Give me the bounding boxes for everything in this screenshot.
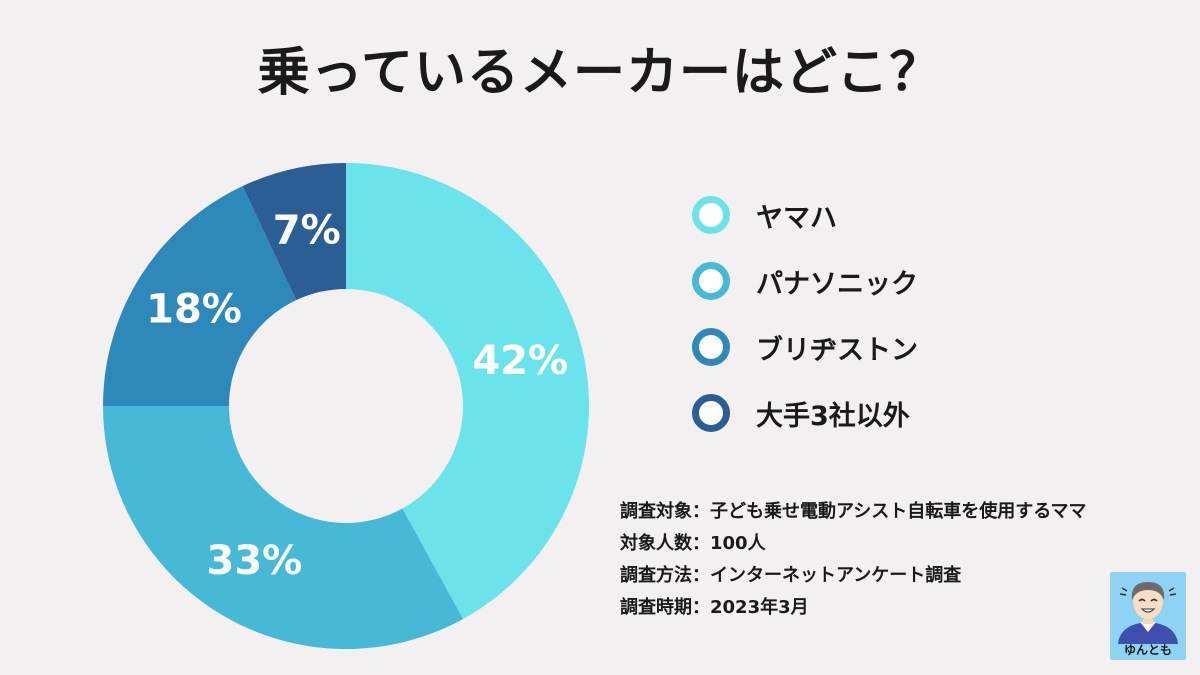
donut-chart: 42% 33% 18% 7% xyxy=(103,163,589,649)
legend-ring-icon xyxy=(692,394,730,432)
legend-ring-icon xyxy=(692,262,730,300)
legend: ヤマハ パナソニック ブリヂストン 大手3社以外 xyxy=(692,196,918,462)
note-survey-target: 調査対象：子ども乗せ電動アシスト自転車を使用するママ xyxy=(620,501,1087,522)
legend-label: 大手3社以外 xyxy=(756,400,910,432)
legend-item-panasonic: パナソニック xyxy=(692,262,918,300)
legend-ring-icon xyxy=(692,196,730,234)
survey-notes: 調査対象：子ども乗せ電動アシスト自転車を使用するママ 対象人数：100人 調査方… xyxy=(620,496,1087,624)
slice-label-yamaha: 42% xyxy=(472,338,568,384)
avatar: ゆんとも xyxy=(1110,572,1186,660)
slice-label-panasonic: 33% xyxy=(206,538,302,584)
note-survey-period: 調査時期：2023年3月 xyxy=(620,597,809,618)
donut-slice-bridgestone xyxy=(103,186,297,406)
legend-label: ブリヂストン xyxy=(756,334,918,366)
donut-slice-panasonic xyxy=(103,406,464,649)
chart-title: 乗っているメーカーはどこ？ xyxy=(257,43,943,103)
note-survey-method: 調査方法：インターネットアンケート調査 xyxy=(620,565,962,586)
slice-label-bridgestone: 18% xyxy=(146,287,242,333)
avatar-caption: ゆんとも xyxy=(1123,643,1172,657)
donut-slice-others xyxy=(242,163,346,301)
note-sample-size: 対象人数：100人 xyxy=(620,533,766,554)
legend-label: ヤマハ xyxy=(756,202,837,234)
legend-item-bridgestone: ブリヂストン xyxy=(692,328,918,366)
legend-ring-icon xyxy=(692,328,730,366)
donut-slice-yamaha xyxy=(346,163,589,619)
legend-item-yamaha: ヤマハ xyxy=(692,196,918,234)
slice-label-others: 7% xyxy=(273,207,341,253)
legend-item-others: 大手3社以外 xyxy=(692,394,918,432)
legend-label: パナソニック xyxy=(756,268,918,300)
person-avatar-icon xyxy=(1118,582,1178,644)
